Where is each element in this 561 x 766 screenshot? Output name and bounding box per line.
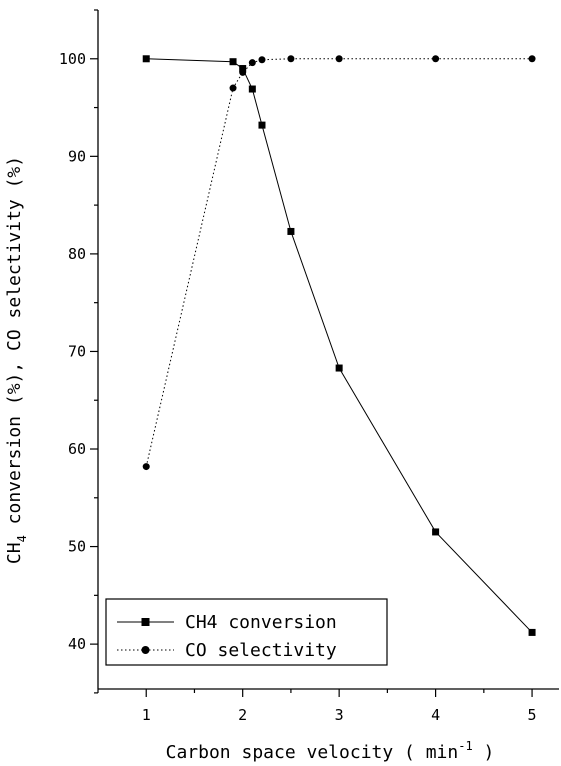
- x-axis-title-end: ): [473, 742, 495, 763]
- data-point-square: [287, 227, 295, 235]
- data-point-circle: [142, 463, 150, 471]
- x-axis-title-sup: -1: [458, 739, 472, 753]
- y-ticks: 40 50 60 70 80 90 100: [59, 9, 98, 694]
- x-axis-title: Carbon space velocity ( min-1 ): [166, 739, 495, 763]
- data-point-square: [239, 65, 247, 73]
- legend-label-co: CO selectivity: [185, 640, 337, 661]
- x-ticks: 1 2 3 4 5: [97, 689, 537, 724]
- series-group: [142, 55, 536, 636]
- x-tick-label: 4: [431, 706, 440, 724]
- y-tick-label: 80: [68, 245, 86, 263]
- y-tick-label: 40: [68, 635, 86, 653]
- y-axis-title-part2: conversion (%), CO selectivity (%): [4, 156, 25, 535]
- legend: CH4 conversion CO selectivity: [105, 598, 388, 666]
- series-line-0: [146, 58, 533, 633]
- y-axis-title: CH4 conversion (%), CO selectivity (%): [4, 156, 29, 564]
- x-axis-title-main: Carbon space velocity ( min: [166, 742, 459, 763]
- data-point-circle: [248, 59, 256, 67]
- data-point-circle: [287, 55, 295, 63]
- x-tick-label: 2: [238, 706, 247, 724]
- data-point-square: [248, 85, 256, 93]
- legend-box: [105, 598, 388, 666]
- data-point-circle: [239, 68, 247, 76]
- x-tick-label: 5: [528, 706, 537, 724]
- data-point-circle: [432, 55, 440, 63]
- data-point-square: [432, 528, 440, 536]
- data-point-square: [258, 121, 266, 129]
- x-tick-label: 3: [335, 706, 344, 724]
- x-tick-label: 1: [142, 706, 151, 724]
- y-axis-title-sub: 4: [15, 535, 29, 542]
- axes: [97, 10, 559, 690]
- y-axis-title-part1: CH: [4, 542, 25, 564]
- legend-label-ch4: CH4 conversion: [185, 612, 337, 633]
- y-tick-label: 100: [59, 50, 86, 68]
- data-point-square: [335, 364, 343, 372]
- legend-square-marker: [141, 618, 150, 626]
- data-point-square: [142, 55, 150, 63]
- y-tick-label: 60: [68, 440, 86, 458]
- data-point-circle: [528, 55, 536, 63]
- y-tick-label: 70: [68, 342, 86, 360]
- data-point-square: [229, 58, 237, 66]
- data-point-square: [528, 628, 536, 636]
- legend-circle-marker: [141, 646, 150, 654]
- data-point-circle: [335, 55, 343, 63]
- y-tick-label: 90: [68, 147, 86, 165]
- data-point-circle: [258, 56, 266, 64]
- series-line-1: [145, 58, 533, 467]
- data-point-circle: [229, 84, 237, 92]
- y-tick-label: 50: [68, 538, 86, 556]
